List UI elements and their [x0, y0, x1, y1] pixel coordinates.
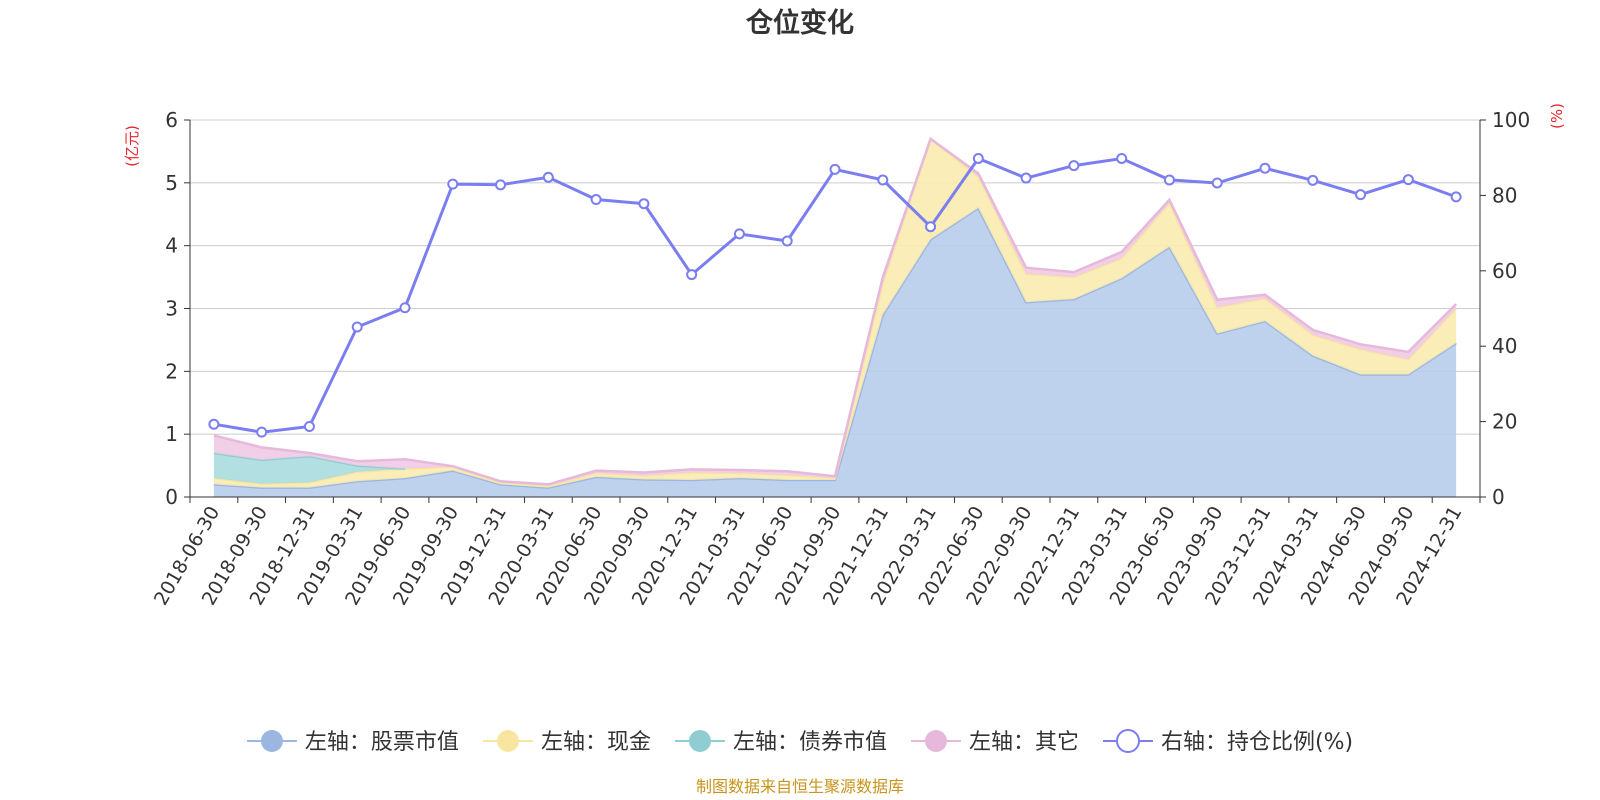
- ratio-point: [303, 421, 315, 433]
- data-source-note: 制图数据来自恒生聚源数据库: [696, 777, 904, 796]
- left-tick-label: 5: [165, 171, 178, 195]
- legend-marker-icon: [496, 730, 519, 752]
- legend-label: 右轴：持仓比例(%): [1161, 730, 1353, 755]
- legend-marker-icon: [260, 730, 283, 752]
- legend-item: 左轴：债券市值: [674, 730, 887, 755]
- ratio-point: [829, 163, 841, 175]
- left-tick-label: 2: [165, 359, 178, 383]
- left-axis-unit: (亿元): [123, 125, 141, 167]
- left-tick-label: 1: [165, 422, 178, 446]
- ratio-point: [877, 174, 889, 186]
- right-tick-label: 40: [1492, 334, 1517, 358]
- ratio-point: [638, 198, 650, 210]
- ratio-point: [1355, 189, 1367, 201]
- ratio-point: [686, 269, 698, 281]
- area-top-line: [213, 136, 1457, 486]
- legend-item: 左轴：股票市值: [246, 730, 459, 755]
- ratio-point: [399, 302, 411, 314]
- legend-marker-icon: [924, 730, 947, 752]
- legend-label: 左轴：债券市值: [733, 730, 887, 755]
- ratio-point: [1211, 177, 1223, 189]
- legend-item: 左轴：其它: [910, 730, 1079, 755]
- ratio-point: [1450, 191, 1462, 203]
- ratio-point: [590, 194, 602, 206]
- area-fill: [213, 208, 1457, 497]
- ratio-point: [351, 321, 363, 333]
- right-tick-label: 60: [1492, 259, 1517, 283]
- ratio-point: [1116, 152, 1128, 164]
- ratio-point: [733, 228, 745, 240]
- legend-marker-icon: [1115, 729, 1140, 753]
- ratio-point: [1020, 172, 1032, 184]
- left-tick-label: 4: [165, 234, 178, 258]
- ratio-point: [925, 221, 937, 233]
- area-fill: [213, 138, 1457, 488]
- legend-label: 左轴：其它: [969, 730, 1079, 755]
- ratio-point: [1068, 160, 1080, 172]
- ratio-point: [447, 178, 459, 190]
- right-tick-label: 20: [1492, 410, 1517, 434]
- legend-item: 左轴：现金: [482, 730, 651, 755]
- legend-item: 右轴：持仓比例(%): [1102, 729, 1353, 755]
- right-tick-label: 80: [1492, 183, 1517, 207]
- left-tick-label: 3: [165, 297, 178, 321]
- left-tick-label: 6: [165, 108, 178, 132]
- legend-label: 左轴：现金: [541, 730, 651, 755]
- chart-title: 仓位变化: [745, 7, 854, 39]
- ratio-point: [972, 152, 984, 164]
- ratio-point: [495, 179, 507, 191]
- ratio-point: [781, 235, 793, 247]
- ratio-point: [1163, 174, 1175, 186]
- ratio-point: [1307, 174, 1319, 186]
- ratio-point: [1402, 174, 1414, 186]
- ratio-point: [208, 418, 220, 430]
- left-tick-label: 0: [165, 485, 178, 509]
- ratio-point: [542, 171, 554, 183]
- legend-marker-icon: [688, 730, 711, 752]
- right-axis-unit: (%): [1548, 103, 1566, 129]
- ratio-point: [256, 426, 268, 438]
- legend-label: 左轴：股票市值: [305, 730, 459, 755]
- right-tick-label: 100: [1492, 108, 1530, 132]
- ratio-line: [208, 152, 1462, 438]
- ratio-point: [1259, 162, 1271, 174]
- legend: 左轴：股票市值 左轴：现金 左轴：债券市值 左轴：其它 右轴：持仓比例(%): [246, 729, 1353, 755]
- right-tick-label: 0: [1492, 485, 1505, 509]
- stacked-areas: [213, 136, 1458, 497]
